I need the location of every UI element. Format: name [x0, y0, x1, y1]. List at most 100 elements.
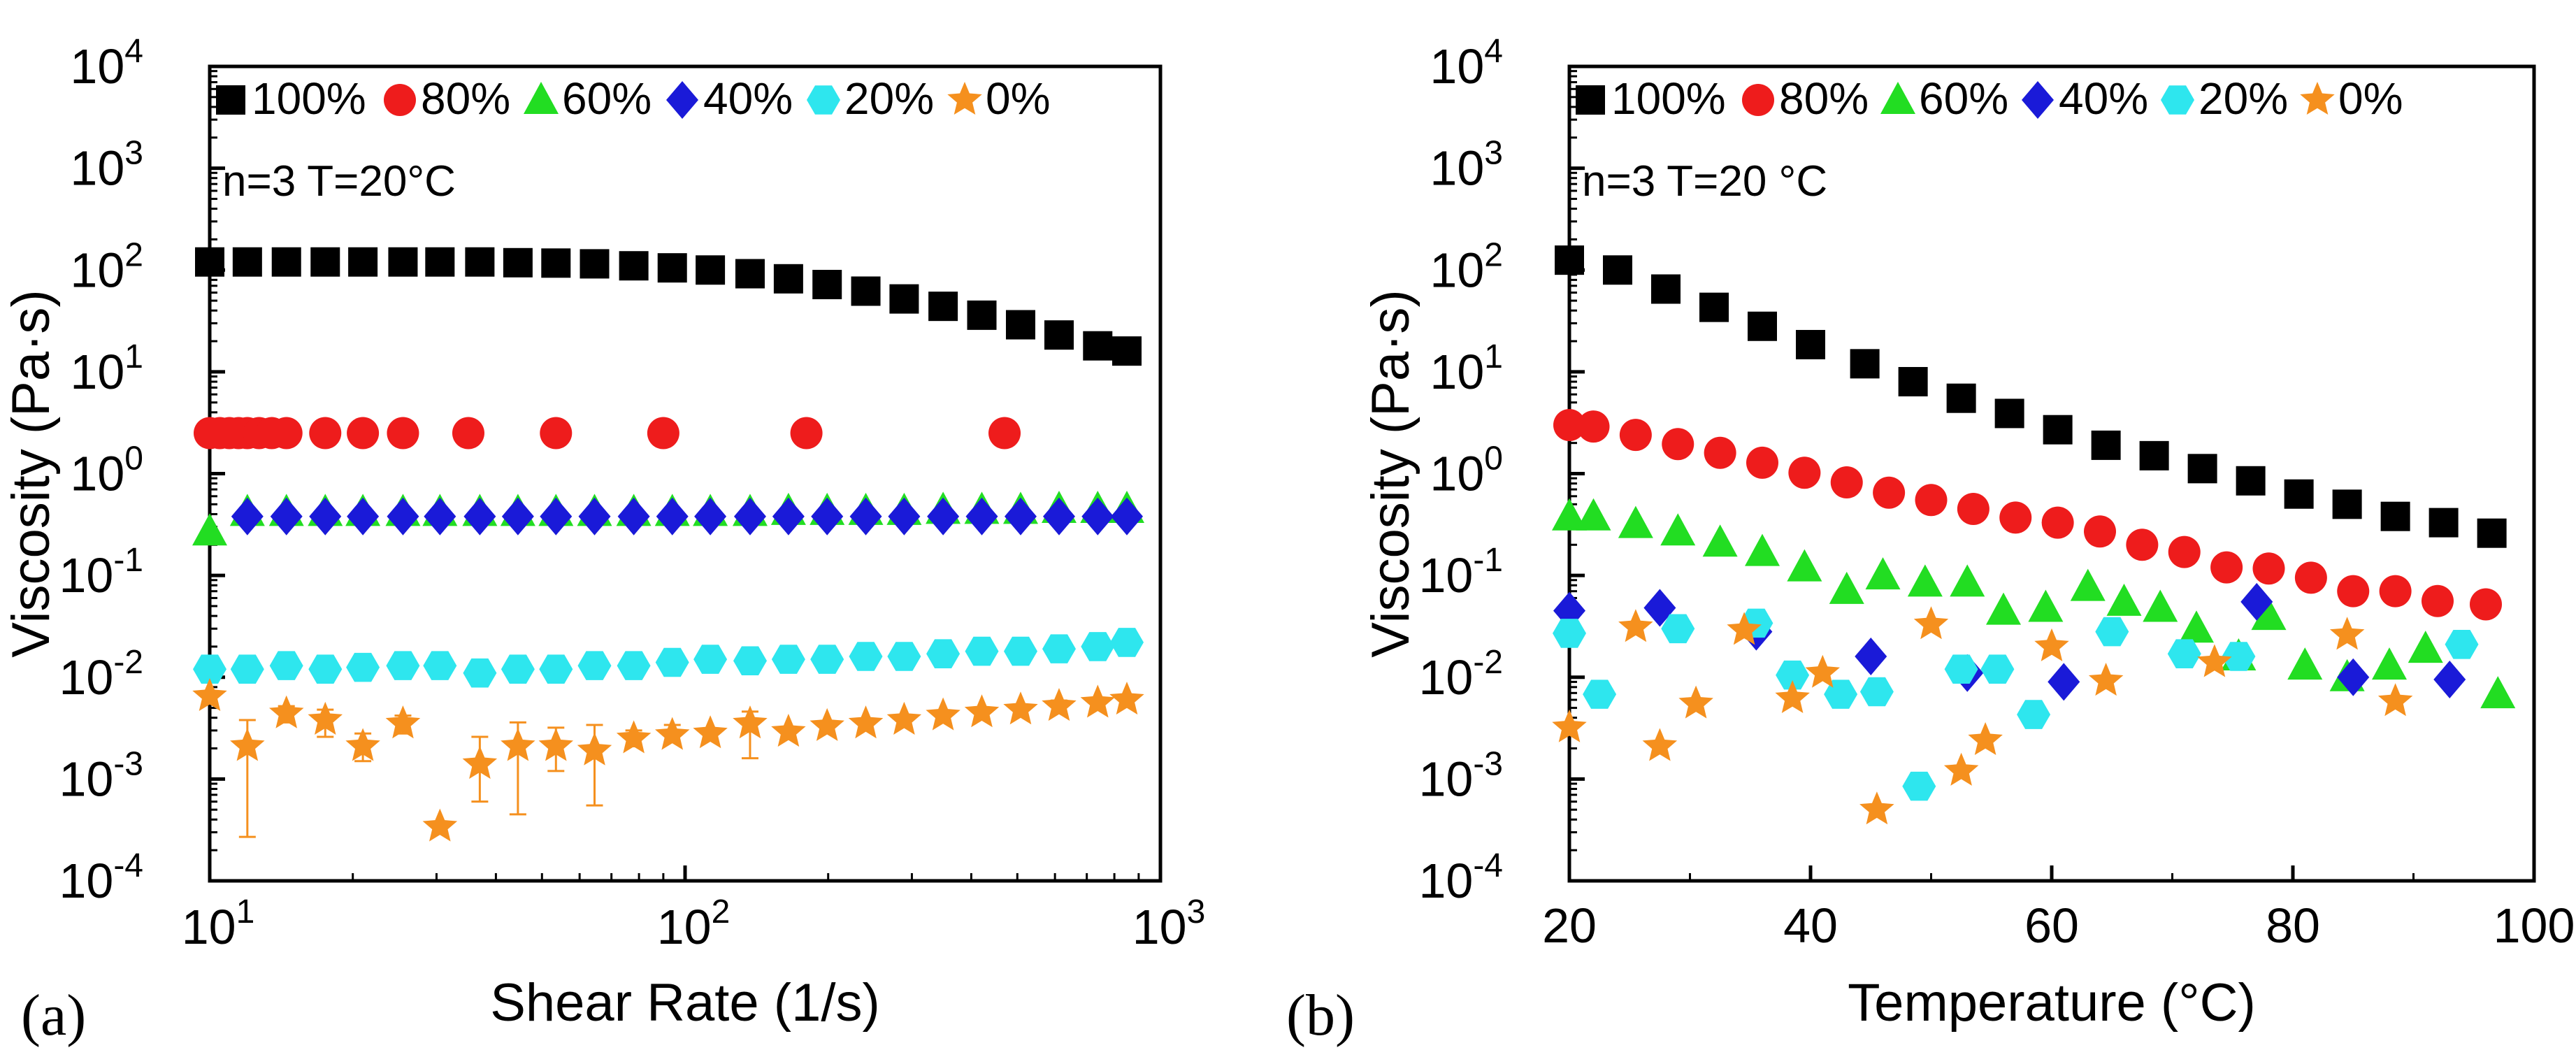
- legend-marker: [524, 82, 559, 114]
- series-20pct: [1553, 608, 2479, 801]
- y-tick-label: 10-1: [59, 542, 143, 603]
- data-point: [2187, 454, 2217, 484]
- data-point: [1907, 564, 1943, 597]
- panel-label: (b): [1286, 983, 1355, 1048]
- data-point: [2429, 508, 2459, 538]
- data-point: [2240, 582, 2273, 621]
- data-point: [811, 497, 844, 535]
- data-point: [1745, 533, 1780, 566]
- data-point: [195, 247, 224, 277]
- data-point: [540, 497, 573, 535]
- data-point: [889, 284, 919, 314]
- data-point: [577, 732, 612, 765]
- data-point: [810, 645, 844, 674]
- x-tick-label: 80: [2266, 898, 2320, 953]
- data-point: [345, 728, 380, 761]
- data-point: [772, 497, 805, 535]
- data-point: [1830, 466, 1863, 499]
- panel-a-chart: 10-4 10-3 10-2 10-1 100 101 102 103 104 101 102 103…: [1, 33, 1205, 1048]
- data-point: [2470, 588, 2502, 621]
- legend-marker: [666, 81, 698, 119]
- data-point: [1083, 331, 1113, 361]
- data-point: [2028, 589, 2064, 622]
- y-tick-label: 100: [1430, 440, 1503, 501]
- data-point: [2332, 489, 2362, 519]
- data-point: [1787, 549, 1822, 582]
- data-point: [270, 497, 303, 535]
- data-point: [1109, 682, 1144, 715]
- data-point: [1619, 419, 1652, 452]
- data-point: [463, 497, 496, 535]
- annotation: n=3 T=20 °C: [1582, 157, 1827, 206]
- data-point: [1776, 660, 1810, 690]
- data-point: [2167, 639, 2201, 668]
- data-point: [1980, 654, 2015, 684]
- x-tick-label: 40: [1783, 898, 1838, 953]
- data-point: [386, 651, 420, 680]
- y-tick-label: 101: [70, 338, 143, 399]
- data-point: [2422, 584, 2454, 617]
- data-point: [2222, 642, 2256, 671]
- data-point: [2041, 506, 2074, 539]
- data-point: [1943, 752, 1979, 786]
- legend-marker: [947, 82, 982, 115]
- legend-marker: [2300, 82, 2335, 115]
- data-point: [2034, 628, 2069, 661]
- data-point: [2287, 647, 2323, 680]
- data-point: [230, 654, 264, 684]
- data-point: [2337, 575, 2370, 608]
- data-point: [655, 717, 690, 750]
- series-0pct: [192, 678, 1144, 842]
- data-point: [2143, 589, 2178, 622]
- data-point: [1788, 456, 1821, 489]
- data-point: [2408, 631, 2443, 663]
- data-point: [2236, 466, 2266, 496]
- data-point: [2017, 700, 2051, 729]
- legend-label: 80%: [421, 73, 510, 124]
- data-point: [1004, 497, 1037, 535]
- data-point: [1678, 685, 1713, 719]
- data-point: [1746, 446, 1778, 479]
- data-point: [1855, 638, 1887, 676]
- data-point: [2377, 683, 2413, 717]
- data-point: [1704, 436, 1736, 469]
- x-axis-title: Temperature (°C): [1848, 973, 2256, 1033]
- data-point: [539, 654, 573, 684]
- data-point: [1662, 428, 1694, 461]
- data-point: [2252, 552, 2285, 585]
- data-point: [580, 249, 610, 279]
- data-point: [1042, 688, 1077, 721]
- data-point: [1576, 498, 1611, 531]
- data-point: [269, 695, 304, 728]
- data-point: [694, 497, 727, 535]
- data-point: [810, 707, 844, 741]
- data-point: [192, 678, 227, 711]
- data-point: [2088, 663, 2124, 696]
- data-point: [771, 714, 806, 747]
- series-20pct: [193, 628, 1144, 688]
- legend-label: 60%: [1919, 73, 2008, 124]
- data-point: [452, 417, 484, 450]
- data-point: [927, 497, 960, 535]
- data-point: [2095, 617, 2129, 647]
- y-axis-title: Viscosity (Pa·s): [1, 289, 61, 657]
- data-point: [271, 247, 301, 277]
- data-point: [2379, 575, 2412, 608]
- y-tick-label: 10-3: [59, 745, 143, 806]
- y-tick-label: 100: [70, 440, 143, 501]
- data-point: [1042, 497, 1075, 535]
- legend-marker: [1880, 82, 1915, 114]
- legend-marker: [807, 85, 840, 115]
- data-point: [231, 497, 264, 535]
- data-point: [1081, 497, 1114, 535]
- data-point: [1748, 311, 1777, 341]
- data-point: [192, 513, 227, 546]
- data-point: [647, 417, 679, 450]
- legend-marker: [2161, 85, 2194, 115]
- data-point: [232, 247, 262, 277]
- data-point: [1702, 524, 1738, 557]
- data-point: [193, 654, 226, 684]
- data-point: [1859, 791, 1894, 825]
- y-tick-label: 102: [70, 236, 143, 297]
- series-100pct: [195, 247, 1142, 366]
